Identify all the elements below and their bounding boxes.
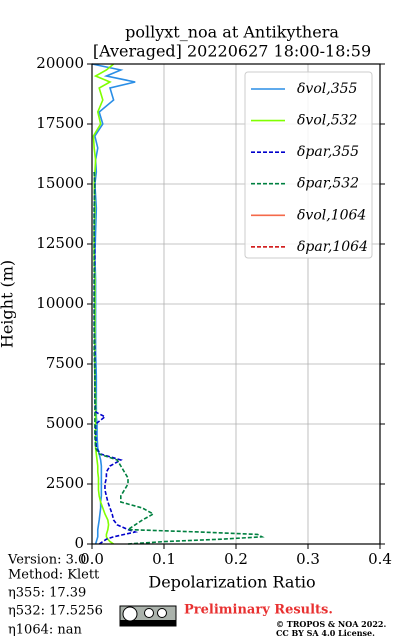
- x-tick-label: 0.1: [152, 550, 176, 568]
- legend-box: [244, 71, 373, 259]
- legend: δvol,355 δvol,532 δpar,355 δpar,532 δvol,106…: [244, 71, 373, 259]
- y-tick-label: 5000: [46, 414, 84, 432]
- profile-line: [92, 63, 115, 545]
- profile-line: [93, 171, 139, 545]
- note: η532: 17.5256: [8, 604, 103, 619]
- x-tick-label: 0.2: [224, 550, 248, 568]
- note: η355: 17.39: [8, 586, 86, 601]
- y-axis-label: Height (m): [0, 260, 17, 348]
- copyright: CC BY SA 4.0 License.: [276, 628, 375, 638]
- preliminary-badge: Preliminary Results.: [184, 603, 333, 618]
- legend-label: δpar,532: [297, 176, 359, 192]
- note: Version: 3.0: [7, 553, 86, 568]
- y-tick-label: 10000: [36, 294, 84, 312]
- y-tick-label: 12500: [36, 234, 84, 252]
- x-axis-label: Depolarization Ratio: [148, 573, 315, 592]
- legend-label: δvol,355: [297, 81, 358, 97]
- note: Method: Klett: [8, 568, 100, 583]
- plot-frame: [91, 63, 381, 545]
- profile-line: [93, 171, 265, 545]
- legend-label: δpar,1064: [297, 239, 368, 255]
- note: η1064: nan: [8, 623, 83, 638]
- cc-logo: [119, 605, 177, 627]
- x-tick-label: 0.4: [368, 550, 392, 568]
- y-tick-label: 2500: [46, 474, 84, 492]
- x-tick-label: 0.0: [80, 550, 104, 568]
- x-tick-label: 0.3: [296, 550, 320, 568]
- y-tick-label: 15000: [36, 174, 84, 192]
- chart-subtitle: [Averaged] 20220627 18:00-18:59: [93, 42, 371, 61]
- legend-label: δvol,1064: [297, 207, 366, 223]
- legend-label: δpar,355: [297, 144, 359, 160]
- y-tick-label: 17500: [36, 114, 84, 132]
- y-tick-label: 0: [74, 534, 84, 552]
- y-tick-label: 20000: [36, 54, 84, 72]
- copyright: © TROPOS & NOA 2022.: [276, 619, 386, 629]
- legend-label: δvol,532: [297, 113, 358, 129]
- y-tick-label: 7500: [46, 354, 84, 372]
- chart-title: pollyxt_noa at Antikythera: [125, 23, 339, 42]
